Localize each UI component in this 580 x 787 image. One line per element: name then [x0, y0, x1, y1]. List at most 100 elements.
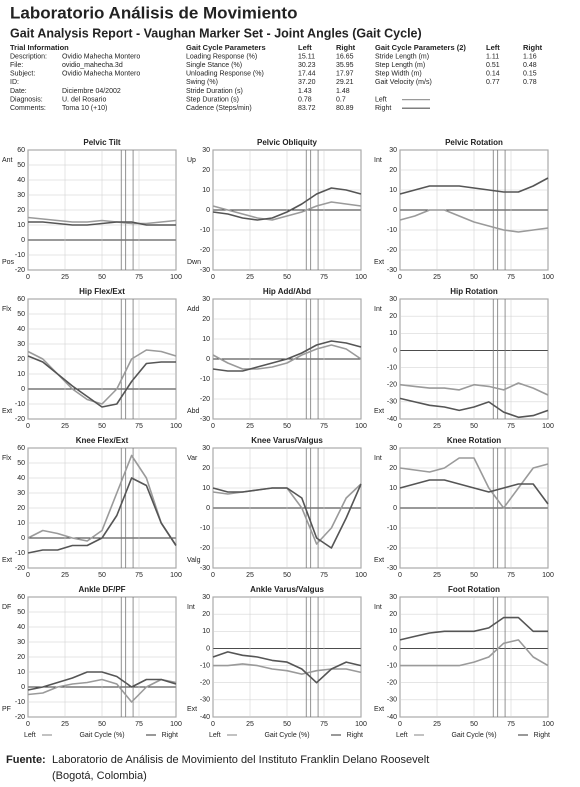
y-tick-label: -20	[200, 545, 210, 552]
chart-title: Knee Flex/Ext	[76, 436, 129, 445]
y-tick-label: 30	[202, 147, 210, 154]
y-tick-label: -20	[15, 714, 25, 721]
x-tick-label: 25	[61, 721, 69, 728]
series-line	[27, 678, 177, 703]
column-header: Left	[486, 43, 500, 52]
y-tick-label: 50	[17, 609, 25, 616]
param-value: 35.95	[336, 62, 354, 69]
direction-label: Ext	[2, 557, 12, 564]
param-value: 83.72	[298, 105, 316, 112]
x-tick-label: 50	[470, 274, 478, 281]
x-tick-label: 50	[98, 721, 106, 728]
series-line	[212, 340, 362, 372]
y-tick-label: 30	[389, 296, 397, 303]
y-tick-label: -20	[200, 396, 210, 403]
x-tick-label: 75	[320, 274, 328, 281]
x-tick-label: 25	[433, 572, 441, 579]
y-tick-label: 0	[206, 207, 210, 214]
x-tick-label: 50	[283, 721, 291, 728]
x-axis-label: Gait Cycle (%)	[79, 732, 124, 739]
y-tick-label: -30	[387, 267, 397, 274]
legend-label: Right	[347, 732, 363, 739]
y-tick-label: -10	[387, 364, 397, 371]
param-value: 15.11	[298, 53, 315, 60]
series-line	[399, 382, 549, 396]
x-tick-label: 25	[61, 572, 69, 579]
param-value: 29.21	[336, 79, 354, 86]
param-value: 0.14	[486, 71, 500, 78]
x-tick-label: 100	[170, 423, 182, 430]
series-line	[399, 397, 549, 419]
section-heading: Gait Cycle Parameters (2)	[375, 43, 466, 52]
x-tick-label: 75	[507, 721, 515, 728]
direction-label: Ext	[374, 706, 384, 713]
y-tick-label: 20	[389, 611, 397, 618]
x-tick-label: 25	[246, 274, 254, 281]
y-tick-label: 20	[202, 316, 210, 323]
legend-label: Right	[162, 732, 178, 739]
x-tick-label: 50	[98, 423, 106, 430]
y-tick-label: 30	[17, 192, 25, 199]
chart-title: Pelvic Obliquity	[257, 138, 318, 147]
x-tick-label: 50	[283, 423, 291, 430]
y-tick-label: 30	[202, 445, 210, 452]
y-tick-label: -40	[200, 714, 210, 721]
x-tick-label: 75	[507, 274, 515, 281]
x-tick-label: 75	[135, 423, 143, 430]
series-line	[399, 177, 549, 195]
y-tick-label: 10	[389, 628, 397, 635]
x-tick-label: 0	[26, 423, 30, 430]
y-tick-label: -20	[387, 680, 397, 687]
y-tick-label: 40	[17, 326, 25, 333]
chart-title: Hip Add/Abd	[263, 287, 311, 296]
direction-label: Ext	[2, 408, 12, 415]
y-tick-label: -10	[387, 662, 397, 669]
y-tick-label: 0	[21, 237, 25, 244]
param-value: 1.43	[298, 88, 312, 95]
x-tick-label: 0	[398, 423, 402, 430]
series-line	[399, 479, 549, 505]
legend-label: Right	[375, 105, 391, 112]
legend-label: Left	[375, 96, 387, 103]
y-tick-label: -30	[200, 416, 210, 423]
info-label: Description:	[10, 53, 47, 60]
y-tick-label: 10	[202, 336, 210, 343]
param-label: Stride Duration (s)	[186, 88, 243, 95]
x-tick-label: 75	[135, 572, 143, 579]
x-tick-label: 100	[542, 274, 554, 281]
series-line	[27, 216, 177, 225]
y-tick-label: -40	[387, 416, 397, 423]
direction-label: Ext	[374, 557, 384, 564]
param-value: 0.77	[486, 79, 500, 86]
x-tick-label: 50	[470, 721, 478, 728]
y-tick-label: 30	[202, 296, 210, 303]
y-tick-label: 10	[389, 330, 397, 337]
y-tick-label: 30	[17, 639, 25, 646]
info-value: U. del Rosario	[62, 96, 106, 103]
direction-label: Add	[187, 306, 200, 313]
y-tick-label: -30	[387, 697, 397, 704]
info-value: ovidio_mahecha.3d	[62, 62, 123, 69]
chart-title: Knee Rotation	[447, 436, 501, 445]
chart-title: Foot Rotation	[448, 585, 500, 594]
y-tick-label: 20	[389, 465, 397, 472]
param-label: Step Length (m)	[375, 62, 425, 69]
series-line	[27, 355, 176, 408]
y-tick-label: -10	[200, 525, 210, 532]
chart-title: Knee Varus/Valgus	[251, 436, 323, 445]
direction-label: Int	[374, 455, 382, 462]
series-line	[400, 639, 549, 667]
y-tick-label: 50	[17, 460, 25, 467]
y-tick-label: -20	[387, 382, 397, 389]
y-tick-label: 0	[393, 505, 397, 512]
y-tick-label: -10	[15, 252, 25, 259]
x-tick-label: 50	[470, 572, 478, 579]
x-tick-label: 100	[170, 274, 182, 281]
y-tick-label: 0	[206, 645, 210, 652]
y-tick-label: 60	[17, 147, 25, 154]
y-tick-label: 10	[202, 628, 210, 635]
x-tick-label: 75	[507, 572, 515, 579]
y-tick-label: -10	[387, 227, 397, 234]
info-label: Subject:	[10, 71, 35, 78]
direction-label: Ext	[187, 706, 197, 713]
